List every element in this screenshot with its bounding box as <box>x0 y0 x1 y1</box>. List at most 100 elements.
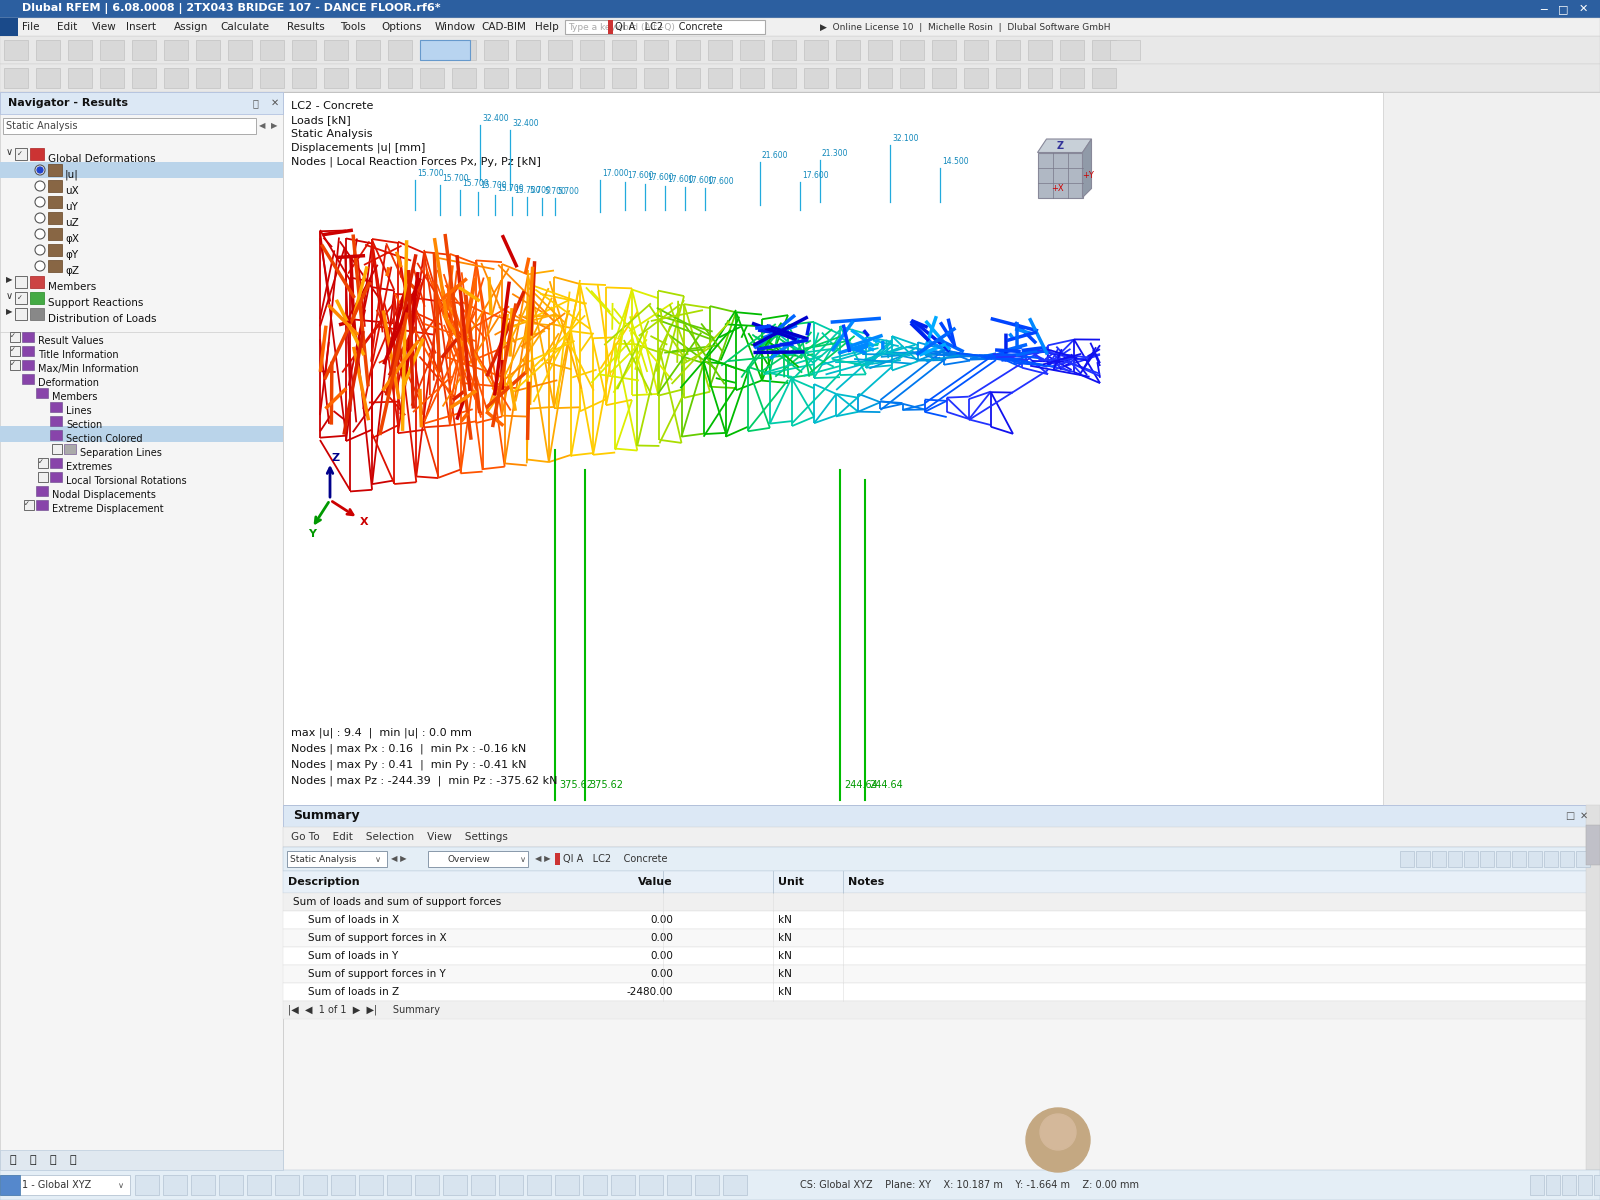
Text: kN: kN <box>778 934 792 943</box>
Bar <box>1528 851 1542 866</box>
Bar <box>1110 40 1139 60</box>
Text: Calculate: Calculate <box>221 22 270 32</box>
Text: φZ: φZ <box>66 266 78 276</box>
Text: CS: Global XYZ    Plane: XY    X: 10.187 m    Y: -1.664 m    Z: 0.00 mm: CS: Global XYZ Plane: XY X: 10.187 m Y: … <box>800 1180 1139 1190</box>
Bar <box>611 1175 635 1195</box>
Text: 5.700: 5.700 <box>544 187 566 196</box>
Text: Type a keyword (Alt+Q): Type a keyword (Alt+Q) <box>568 23 675 31</box>
Bar <box>50 402 62 412</box>
Text: Title Information: Title Information <box>38 350 118 360</box>
Bar <box>38 472 48 482</box>
Text: 375.62: 375.62 <box>589 780 622 790</box>
Text: Lines: Lines <box>66 406 91 416</box>
Text: 0.00: 0.00 <box>650 950 674 961</box>
Bar <box>963 68 989 88</box>
Bar <box>355 40 381 60</box>
Bar <box>50 430 62 440</box>
Circle shape <box>35 245 45 254</box>
Bar <box>963 40 989 60</box>
Text: 👁: 👁 <box>30 1154 37 1165</box>
Bar <box>1578 1175 1592 1195</box>
Bar <box>283 929 1600 947</box>
Text: Z: Z <box>1056 140 1064 151</box>
Text: 📐: 📐 <box>70 1154 77 1165</box>
Bar <box>10 332 19 342</box>
Text: Static Analysis: Static Analysis <box>291 128 373 139</box>
Text: Help: Help <box>534 22 558 32</box>
Circle shape <box>37 167 43 173</box>
Text: Support Reactions: Support Reactions <box>48 298 144 308</box>
Bar <box>48 260 62 272</box>
Text: ✓: ✓ <box>10 361 16 367</box>
Text: Members: Members <box>51 392 98 402</box>
Bar <box>48 164 62 176</box>
Bar <box>195 40 221 60</box>
Bar <box>3 40 29 60</box>
Bar <box>387 40 413 60</box>
Bar <box>675 40 701 60</box>
Text: Extremes: Extremes <box>66 462 112 472</box>
Bar <box>30 308 45 320</box>
Bar <box>283 871 1600 893</box>
Text: □: □ <box>1558 4 1568 14</box>
Bar <box>805 68 829 88</box>
Bar <box>675 68 701 88</box>
Bar <box>229 40 253 60</box>
Text: -2480.00: -2480.00 <box>627 986 674 997</box>
Bar <box>555 1175 579 1195</box>
Bar <box>131 68 157 88</box>
Text: 21.300: 21.300 <box>822 149 848 158</box>
Text: Max/Min Information: Max/Min Information <box>38 364 139 374</box>
Bar <box>414 1175 438 1195</box>
Text: Loads [kN]: Loads [kN] <box>291 115 350 125</box>
Text: Tools: Tools <box>339 22 366 32</box>
Bar <box>283 983 1600 1001</box>
Text: Static Analysis: Static Analysis <box>6 121 77 131</box>
Bar <box>22 346 34 356</box>
Bar <box>1448 851 1462 866</box>
Bar <box>899 40 925 60</box>
Circle shape <box>35 197 45 206</box>
Bar <box>739 68 765 88</box>
Text: Sum of loads in Y: Sum of loads in Y <box>307 950 398 961</box>
Text: Section: Section <box>66 420 102 430</box>
Text: 17.600: 17.600 <box>802 170 829 180</box>
Text: 15.700: 15.700 <box>418 169 443 178</box>
Bar <box>1027 40 1053 60</box>
Text: Extreme Displacement: Extreme Displacement <box>51 504 163 514</box>
Bar <box>1027 68 1053 88</box>
Text: 21.600: 21.600 <box>762 151 789 160</box>
Bar <box>0 92 283 1170</box>
Text: Assign: Assign <box>173 22 208 32</box>
Bar <box>50 458 62 468</box>
Text: ✓: ✓ <box>38 458 43 464</box>
Text: Value: Value <box>638 877 674 887</box>
Text: 32.100: 32.100 <box>893 134 918 143</box>
Text: 0.00: 0.00 <box>650 914 674 925</box>
Bar <box>1091 68 1117 88</box>
Bar <box>30 276 45 288</box>
Bar <box>608 20 613 34</box>
Bar <box>0 64 1600 92</box>
Text: 5.700: 5.700 <box>530 186 550 194</box>
Text: Unit: Unit <box>778 877 803 887</box>
Bar <box>1586 826 1600 865</box>
Text: ▶  Online License 10  |  Michelle Rosin  |  Dlubal Software GmbH: ▶ Online License 10 | Michelle Rosin | D… <box>819 23 1110 31</box>
Bar <box>931 68 957 88</box>
Bar <box>229 68 253 88</box>
Bar <box>387 1175 411 1195</box>
Text: 17.000: 17.000 <box>602 169 629 178</box>
Text: Result Values: Result Values <box>38 336 104 346</box>
Text: uY: uY <box>66 202 78 212</box>
Bar <box>355 68 381 88</box>
Bar <box>283 827 1600 847</box>
Text: ▶: ▶ <box>6 276 13 284</box>
Bar <box>163 1175 187 1195</box>
Bar <box>10 346 19 356</box>
Bar <box>283 92 1600 805</box>
Bar <box>515 68 541 88</box>
Bar <box>48 196 62 208</box>
Bar <box>35 40 61 60</box>
Bar <box>0 36 1600 64</box>
Text: Members: Members <box>48 282 96 292</box>
